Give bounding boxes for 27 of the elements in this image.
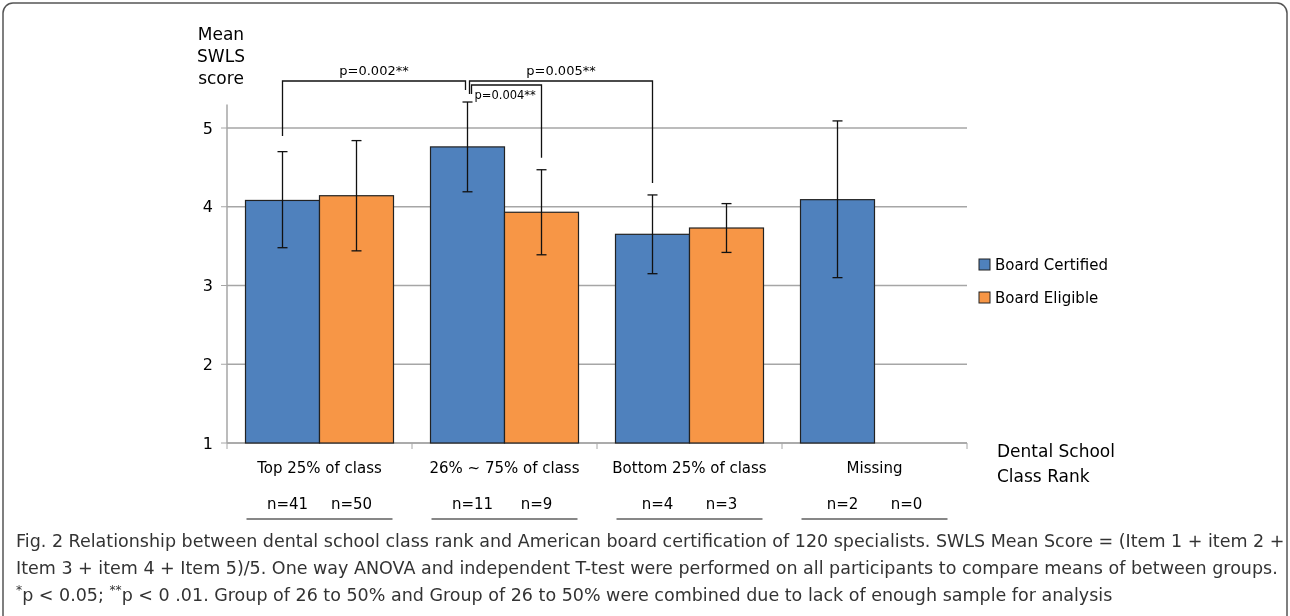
text: n=9	[520, 495, 553, 513]
text: n=11	[451, 495, 494, 513]
legend-label: Board Eligible	[995, 289, 1099, 308]
x-tick-label: Top 25% of class	[256, 459, 383, 477]
y-tick-label: 3	[202, 276, 213, 296]
y-tick-label: 2	[202, 354, 213, 374]
text: Item 3 + item 4 + Item 5)/5. One way ANOVA and independent T-test were performed on all participants to compare means of between groups.	[16, 558, 1278, 578]
text: n=3	[705, 495, 738, 513]
y-axis-title: Mean SWLS score	[197, 24, 245, 88]
x-tick-label: Bottom 25% of class	[612, 459, 767, 477]
text: n=41	[266, 495, 309, 513]
x-axis-title: Dental School Class Rank	[997, 441, 1115, 486]
text: n=0	[890, 495, 923, 513]
text: p=0.005**	[526, 63, 597, 78]
text: n=2	[826, 495, 859, 513]
text: n=4	[641, 495, 674, 513]
text: n=50	[330, 495, 373, 513]
x-tick-label: Missing	[846, 459, 903, 477]
text: p=0.002**	[339, 63, 410, 78]
text: p=0.004**	[474, 88, 537, 102]
x-tick-label: 26% ~ 75% of class	[429, 459, 580, 477]
y-tick-label: 1	[202, 433, 213, 453]
legend-label: Board Certified	[995, 256, 1108, 275]
y-tick-label: 4	[202, 197, 213, 217]
y-tick-label: 5	[202, 118, 213, 138]
text: $^{*}$p < 0.05; $^{**}$p < 0 .01. Group of 26 to 50% and Group of 26 to 50% were combined due to lack of enough sample for analysis	[16, 583, 1113, 605]
caption: Fig. 2 Relationship between dental school class rank and American board certification of 120 specialists. SWLS Mean Score = (Item 1 + item 2 +	[16, 531, 1285, 551]
